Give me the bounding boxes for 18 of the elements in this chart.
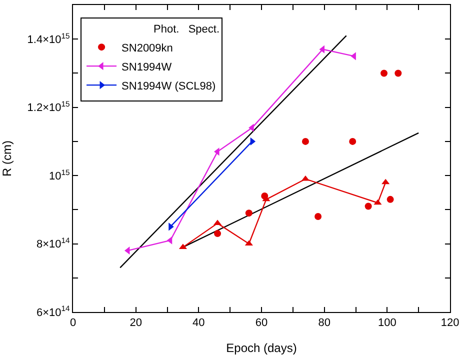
y-tick-label: 1.4×10$^{15}$ — [27, 31, 70, 46]
y-tick-label: 10$^{15}$ — [48, 168, 70, 182]
legend-label: SN2009kn — [122, 42, 173, 54]
x-tick-label: 100 — [378, 317, 396, 330]
y-tick-label: 6×10$^{14}$ — [36, 304, 71, 319]
legend-label: SN1994W — [122, 61, 172, 74]
legend-label: SN1994W (SCL98) — [122, 80, 216, 92]
x-tick-label: 0 — [70, 317, 76, 330]
x-tick-label: 40 — [192, 317, 205, 330]
y-tick-label: 8×10$^{14}$ — [36, 236, 71, 251]
y-axis-title: R (cm) — [0, 140, 14, 176]
x-axis-title: Epoch (days) — [226, 341, 297, 356]
x-tick-label: 80 — [318, 317, 330, 330]
x-tick-label: 60 — [255, 317, 268, 330]
y-tick-label: 1.2×10$^{15}$ — [27, 100, 70, 114]
text: Phot. Spect. — [153, 24, 220, 36]
x-tick-label: 120 — [440, 317, 460, 330]
x-tick-label: 20 — [130, 317, 142, 330]
